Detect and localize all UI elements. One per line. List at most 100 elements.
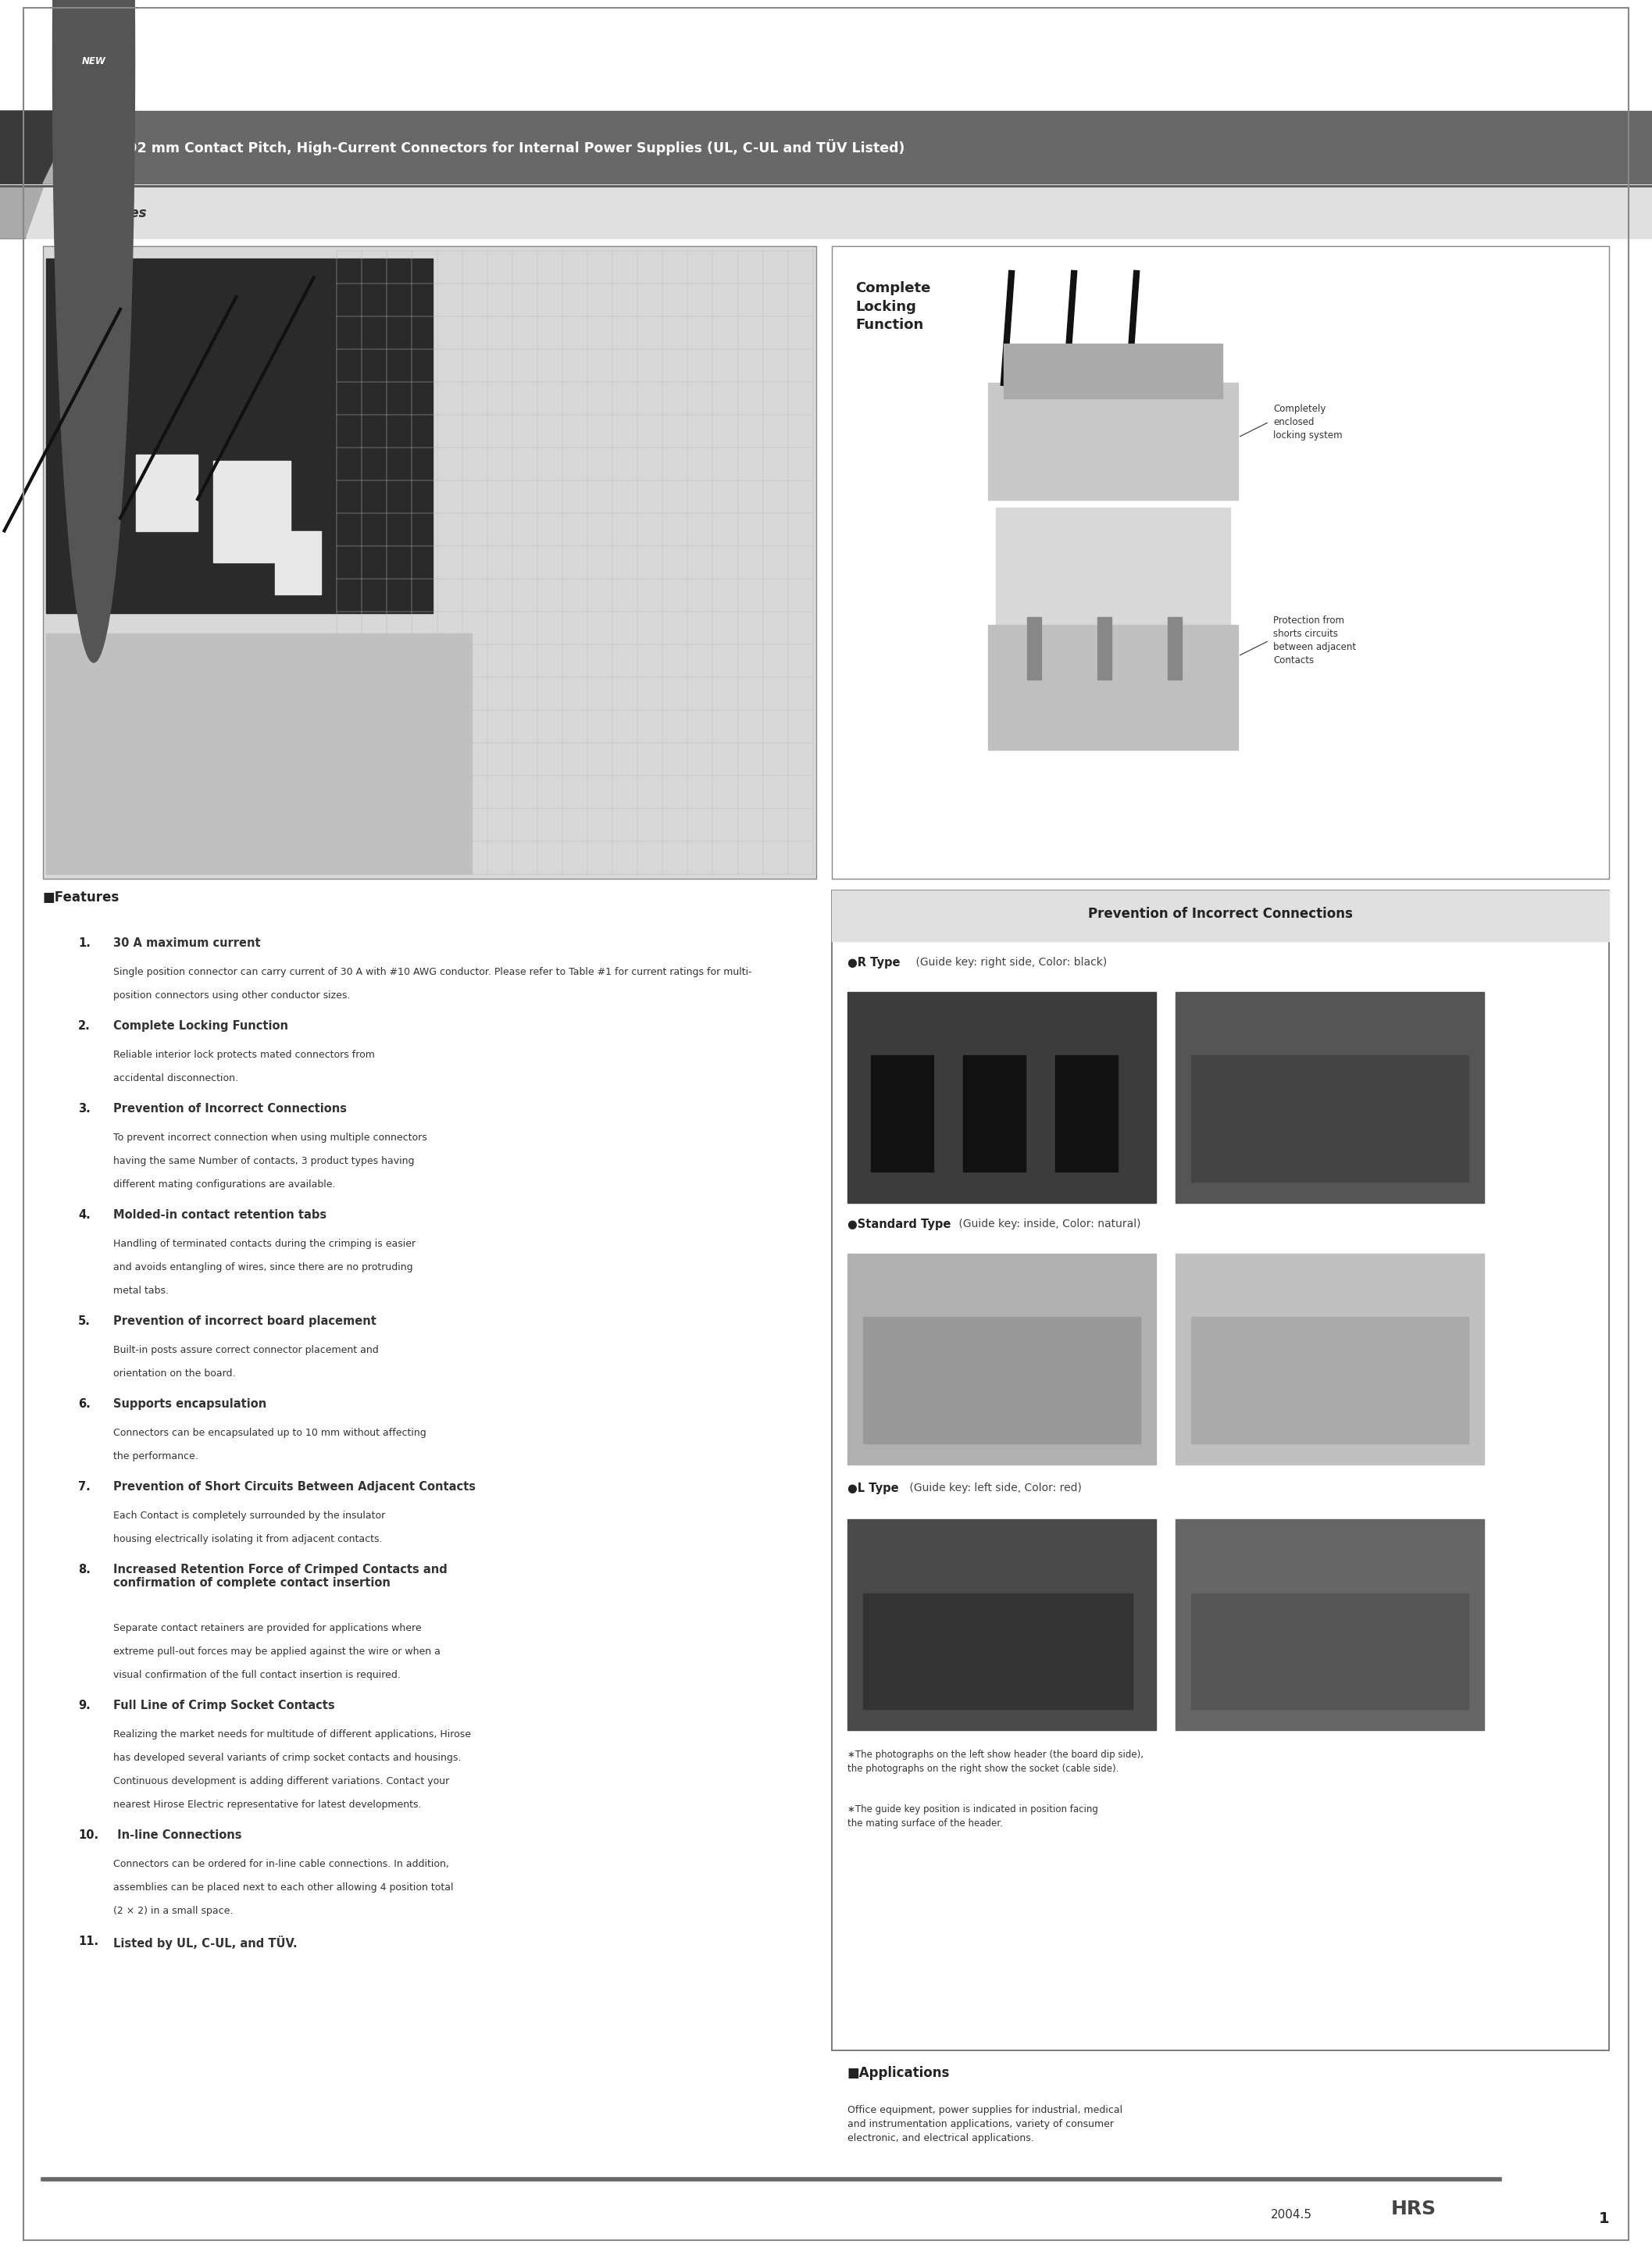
- Polygon shape: [0, 110, 78, 184]
- Bar: [43, 245, 816, 879]
- Text: 6.: 6.: [78, 1398, 91, 1409]
- Text: position connectors using other conductor sizes.: position connectors using other conducto…: [114, 991, 350, 1000]
- Text: Prevention of Short Circuits Between Adjacent Contacts: Prevention of Short Circuits Between Adj…: [114, 1481, 476, 1493]
- Bar: [847, 991, 1156, 1203]
- Text: In-line Connections: In-line Connections: [114, 1830, 241, 1841]
- Text: 2.: 2.: [78, 1021, 91, 1032]
- Text: 8.: 8.: [78, 1565, 91, 1576]
- Text: DF22 Series: DF22 Series: [58, 207, 147, 220]
- Text: Prevention of incorrect board placement: Prevention of incorrect board placement: [114, 1315, 377, 1326]
- Text: having the same Number of contacts, 3 product types having: having the same Number of contacts, 3 pr…: [114, 1155, 415, 1167]
- Text: metal tabs.: metal tabs.: [114, 1286, 169, 1295]
- Bar: [847, 1254, 1156, 1463]
- Text: Built-in posts assure correct connector placement and: Built-in posts assure correct connector …: [114, 1344, 378, 1356]
- Text: ∗The photographs on the left show header (the board dip side),
the photographs o: ∗The photographs on the left show header…: [847, 1749, 1143, 1774]
- Text: Increased Retention Force of Crimped Contacts and
confirmation of complete conta: Increased Retention Force of Crimped Con…: [114, 1565, 448, 1589]
- Text: 4.: 4.: [78, 1209, 91, 1221]
- Polygon shape: [43, 110, 89, 184]
- Text: housing electrically isolating it from adjacent contacts.: housing electrically isolating it from a…: [114, 1533, 382, 1544]
- Bar: [1097, 616, 1112, 679]
- Bar: [871, 1054, 933, 1171]
- Text: assemblies can be placed next to each other allowing 4 position total: assemblies can be placed next to each ot…: [114, 1882, 453, 1893]
- Text: 3.: 3.: [78, 1104, 91, 1115]
- Text: ■Features: ■Features: [43, 890, 119, 904]
- Bar: [1191, 1317, 1469, 1443]
- Text: 7.92 mm Contact Pitch, High-Current Connectors for Internal Power Supplies (UL, : 7.92 mm Contact Pitch, High-Current Conn…: [114, 139, 905, 155]
- Bar: [988, 382, 1237, 499]
- Bar: [833, 245, 1609, 879]
- Text: 1.: 1.: [78, 937, 91, 949]
- Text: orientation on the board.: orientation on the board.: [114, 1369, 236, 1378]
- Text: has developed several variants of crimp socket contacts and housings.: has developed several variants of crimp …: [114, 1753, 461, 1762]
- Bar: [213, 461, 291, 562]
- Bar: [135, 454, 198, 531]
- Bar: [862, 1317, 1140, 1443]
- Text: Connectors can be encapsulated up to 10 mm without affecting: Connectors can be encapsulated up to 10 …: [114, 1427, 426, 1439]
- Text: To prevent incorrect connection when using multiple connectors: To prevent incorrect connection when usi…: [114, 1133, 428, 1142]
- Bar: [833, 890, 1609, 942]
- Text: (Guide key: left side, Color: red): (Guide key: left side, Color: red): [905, 1481, 1082, 1493]
- Text: and avoids entangling of wires, since there are no protruding: and avoids entangling of wires, since th…: [114, 1263, 413, 1272]
- Text: 5.: 5.: [78, 1315, 91, 1326]
- Text: Protection from
shorts circuits
between adjacent
Contacts: Protection from shorts circuits between …: [1274, 616, 1356, 665]
- Text: Reliable interior lock protects mated connectors from: Reliable interior lock protects mated co…: [114, 1050, 375, 1061]
- Bar: [1176, 1254, 1483, 1463]
- Text: Completely
enclosed
locking system: Completely enclosed locking system: [1274, 402, 1343, 441]
- Bar: [274, 531, 322, 593]
- Text: HRS: HRS: [1391, 2199, 1437, 2219]
- Ellipse shape: [53, 0, 135, 663]
- Text: visual confirmation of the full contact insertion is required.: visual confirmation of the full contact …: [114, 1670, 400, 1679]
- Text: extreme pull-out forces may be applied against the wire or when a: extreme pull-out forces may be applied a…: [114, 1646, 441, 1657]
- Bar: [1168, 616, 1181, 679]
- Text: Continuous development is adding different variations. Contact your: Continuous development is adding differe…: [114, 1776, 449, 1787]
- Text: Single position connector can carry current of 30 A with #10 AWG conductor. Plea: Single position connector can carry curr…: [114, 967, 752, 978]
- Text: 11.: 11.: [78, 1936, 99, 1947]
- Bar: [1176, 991, 1483, 1203]
- Bar: [1191, 1594, 1469, 1708]
- Bar: [1056, 1054, 1118, 1171]
- Bar: [862, 1594, 1133, 1708]
- Bar: [1176, 1520, 1483, 1731]
- Text: the performance.: the performance.: [114, 1452, 198, 1461]
- Text: Office equipment, power supplies for industrial, medical
and instrumentation app: Office equipment, power supplies for ind…: [847, 2104, 1122, 2142]
- Text: 7.: 7.: [78, 1481, 91, 1493]
- Text: Realizing the market needs for multitude of different applications, Hirose: Realizing the market needs for multitude…: [114, 1729, 471, 1740]
- Text: Connectors can be ordered for in-line cable connections. In addition,: Connectors can be ordered for in-line ca…: [114, 1859, 449, 1868]
- Text: ∗The guide key position is indicated in position facing
the mating surface of th: ∗The guide key position is indicated in …: [847, 1805, 1099, 1828]
- Text: (Guide key: inside, Color: natural): (Guide key: inside, Color: natural): [955, 1218, 1142, 1230]
- Text: Prevention of Incorrect Connections: Prevention of Incorrect Connections: [114, 1104, 347, 1115]
- Text: ■Applications: ■Applications: [847, 2066, 950, 2079]
- Text: Complete Locking Function: Complete Locking Function: [114, 1021, 287, 1032]
- Text: ●Standard Type: ●Standard Type: [847, 1218, 952, 1230]
- Bar: [963, 1054, 1026, 1171]
- Text: accidental disconnection.: accidental disconnection.: [114, 1072, 238, 1084]
- Text: Molded-in contact retention tabs: Molded-in contact retention tabs: [114, 1209, 327, 1221]
- Bar: [46, 634, 471, 874]
- Bar: [833, 890, 1609, 2050]
- Bar: [847, 1520, 1156, 1731]
- Text: 9.: 9.: [78, 1699, 91, 1711]
- Text: (2 × 2) in a small space.: (2 × 2) in a small space.: [114, 1906, 233, 1915]
- Text: (Guide key: right side, Color: black): (Guide key: right side, Color: black): [912, 958, 1107, 969]
- Text: ●R Type: ●R Type: [847, 958, 900, 969]
- Text: NEW: NEW: [81, 56, 106, 65]
- Text: ●L Type: ●L Type: [847, 1481, 899, 1495]
- Bar: [0, 187, 25, 238]
- Bar: [1028, 616, 1041, 679]
- Text: Supports encapsulation: Supports encapsulation: [114, 1398, 266, 1409]
- Text: Complete
Locking
Function: Complete Locking Function: [856, 281, 930, 333]
- Text: 2004.5: 2004.5: [1270, 2208, 1312, 2221]
- Text: 30 A maximum current: 30 A maximum current: [114, 937, 261, 949]
- Text: Full Line of Crimp Socket Contacts: Full Line of Crimp Socket Contacts: [114, 1699, 335, 1711]
- Text: 10.: 10.: [78, 1830, 99, 1841]
- Bar: [0, 187, 1652, 238]
- Text: different mating configurations are available.: different mating configurations are avai…: [114, 1180, 335, 1189]
- Text: Separate contact retainers are provided for applications where: Separate contact retainers are provided …: [114, 1623, 421, 1634]
- Bar: [988, 625, 1237, 751]
- Text: 1: 1: [1599, 2210, 1609, 2226]
- Bar: [0, 110, 1652, 184]
- Text: Handling of terminated contacts during the crimping is easier: Handling of terminated contacts during t…: [114, 1239, 416, 1250]
- Text: Listed by UL, C-UL, and TÜV.: Listed by UL, C-UL, and TÜV.: [114, 1936, 297, 1949]
- Bar: [996, 508, 1231, 656]
- Bar: [1004, 344, 1222, 398]
